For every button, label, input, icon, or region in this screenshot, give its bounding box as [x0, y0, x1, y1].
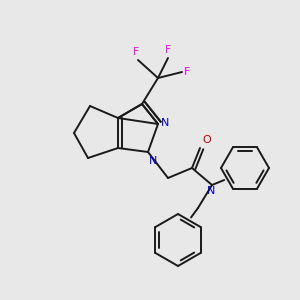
Text: O: O	[202, 135, 211, 145]
Text: F: F	[133, 47, 139, 57]
Text: F: F	[184, 67, 190, 77]
Text: N: N	[149, 156, 158, 166]
Text: N: N	[161, 118, 170, 128]
Text: N: N	[207, 186, 215, 196]
Text: F: F	[165, 45, 171, 55]
